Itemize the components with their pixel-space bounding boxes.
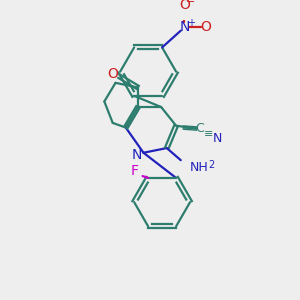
Text: N: N — [132, 148, 142, 162]
Text: 2: 2 — [208, 160, 214, 170]
Text: NH: NH — [190, 161, 209, 174]
Text: N: N — [212, 132, 222, 145]
Text: F: F — [131, 164, 139, 178]
Text: +: + — [187, 18, 195, 28]
Text: O: O — [200, 20, 211, 34]
Text: O: O — [179, 0, 190, 13]
Text: N: N — [179, 20, 190, 34]
Text: ≡: ≡ — [204, 129, 213, 139]
Text: −: − — [185, 0, 195, 7]
Text: C: C — [195, 122, 204, 135]
Text: O: O — [107, 67, 118, 80]
